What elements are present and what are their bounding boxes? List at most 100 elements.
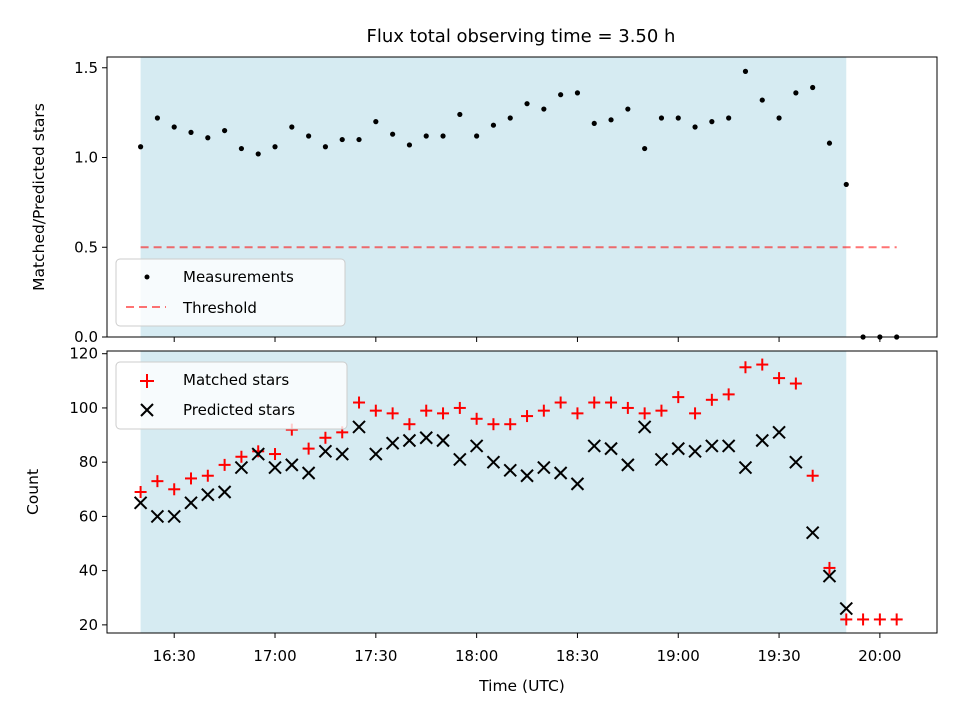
predicted-star-point bbox=[822, 569, 837, 583]
predicted-star-point bbox=[402, 433, 417, 448]
legend-matched-label: Matched stars bbox=[183, 371, 289, 389]
predicted-star-point bbox=[217, 485, 232, 499]
predicted-star-point bbox=[503, 463, 517, 478]
matched-star-point bbox=[890, 613, 903, 626]
matched-star-point bbox=[571, 407, 584, 420]
top-axes-frame bbox=[106, 56, 938, 338]
measurement-point bbox=[289, 124, 295, 130]
predicted-star-point bbox=[637, 420, 652, 434]
predicted-star-point bbox=[301, 466, 316, 480]
matched-star-point bbox=[537, 404, 550, 417]
bottom-y-ticks: 20 40 60 80 100 120 bbox=[69, 345, 107, 634]
matched-star-point bbox=[302, 442, 315, 455]
predicted-star-point bbox=[167, 509, 181, 524]
measurement-point bbox=[776, 115, 782, 121]
matched-star-point bbox=[689, 407, 702, 420]
legend-predicted-marker bbox=[140, 403, 154, 417]
matched-star-point bbox=[134, 486, 147, 498]
matched-star-point bbox=[353, 396, 366, 409]
bottom-y-tick-label: 100 bbox=[69, 399, 98, 417]
predicted-star-point bbox=[705, 439, 719, 453]
measurement-point bbox=[238, 145, 245, 152]
predicted-star-point bbox=[133, 496, 148, 510]
measurement-point bbox=[558, 92, 564, 98]
top-x-ticks bbox=[173, 337, 881, 342]
matched-star-point bbox=[588, 396, 601, 409]
top-legend-box bbox=[115, 258, 346, 327]
predicted-star-point bbox=[772, 425, 786, 440]
measurement-point bbox=[625, 106, 631, 112]
measurement-point bbox=[709, 119, 715, 125]
matched-star-point bbox=[605, 396, 618, 409]
matched-star-point bbox=[789, 377, 802, 390]
predicted-star-point bbox=[318, 444, 333, 459]
predicted-star-point bbox=[453, 452, 467, 467]
measurement-point bbox=[272, 144, 278, 150]
matched-star-point bbox=[638, 407, 651, 420]
matched-star-point bbox=[655, 404, 668, 417]
predicted-star-point bbox=[436, 433, 450, 448]
measurement-point bbox=[171, 124, 177, 130]
top-y-tick-label: 1.0 bbox=[74, 149, 98, 167]
predicted-star-point bbox=[839, 601, 853, 616]
predicted-star-point bbox=[621, 458, 635, 472]
matched-star-point bbox=[386, 407, 399, 420]
matched-star-point bbox=[756, 358, 769, 371]
x-tick-label: 17:30 bbox=[354, 647, 397, 665]
measurement-point bbox=[843, 181, 849, 188]
predicted-star-point bbox=[285, 458, 299, 472]
matched-star-point bbox=[151, 475, 164, 488]
predicted-star-point bbox=[688, 444, 702, 459]
matched-star-point bbox=[369, 404, 382, 417]
measurement-point bbox=[742, 68, 749, 74]
predicted-star-point bbox=[251, 447, 265, 461]
top-panel: 0.0 0.5 1.0 1.5 Matched/Predicted stars Mea… bbox=[30, 56, 938, 346]
legend-threshold-label: Threshold bbox=[182, 299, 257, 317]
predicted-star-point bbox=[604, 441, 618, 456]
bottom-x-ticks: 16:30 17:00 17:30 18:00 18:30 19:00 19:30 20:00 bbox=[153, 633, 901, 665]
measurement-point bbox=[339, 136, 345, 143]
top-y-tick-label: 0.5 bbox=[74, 238, 98, 256]
predicted-star-point bbox=[352, 420, 366, 434]
top-y-axis-label: Matched/Predicted stars bbox=[30, 103, 48, 291]
measurement-point bbox=[373, 119, 379, 125]
bottom-y-axis-label: Count bbox=[24, 469, 42, 515]
x-axis-label: Time (UTC) bbox=[478, 677, 565, 695]
x-tick-label: 18:00 bbox=[455, 647, 498, 665]
measurement-point bbox=[675, 115, 681, 121]
measurement-point bbox=[608, 117, 614, 123]
predicted-star-point bbox=[520, 469, 534, 483]
matched-star-point bbox=[487, 418, 500, 431]
predicted-star-point bbox=[553, 466, 568, 480]
legend-matched-marker bbox=[140, 374, 154, 388]
matched-star-point bbox=[235, 450, 248, 463]
predicted-star-point bbox=[805, 525, 820, 540]
bottom-legend-box bbox=[115, 361, 348, 430]
measurement-point bbox=[658, 115, 665, 121]
matched-star-point bbox=[185, 472, 198, 485]
measurement-point bbox=[793, 90, 799, 96]
matched-star-point bbox=[873, 613, 886, 626]
matched-star-point bbox=[269, 448, 282, 461]
top-y-tick-label: 1.5 bbox=[74, 59, 98, 77]
matched-star-point bbox=[823, 561, 836, 574]
matched-star-point bbox=[705, 393, 718, 406]
legend-predicted-label: Predicted stars bbox=[183, 401, 295, 419]
predicted-star-point bbox=[671, 441, 685, 456]
top-y-ticks: 0.0 0.5 1.0 1.5 bbox=[74, 59, 107, 346]
matched-star-point bbox=[453, 401, 466, 414]
predicted-star-point bbox=[721, 439, 736, 453]
matched-star-point bbox=[806, 469, 819, 482]
predicted-star-point bbox=[201, 488, 215, 502]
x-tick-label: 19:30 bbox=[757, 647, 800, 665]
matched-star-point bbox=[857, 613, 870, 626]
matched-star-point bbox=[773, 372, 786, 385]
predicted-stars-points bbox=[133, 420, 853, 616]
predicted-star-point bbox=[755, 433, 769, 448]
measurement-point bbox=[138, 144, 144, 150]
measurement-point bbox=[490, 122, 497, 128]
predicted-star-point bbox=[184, 496, 198, 510]
bottom-y-tick-label: 20 bbox=[79, 616, 98, 634]
predicted-star-point bbox=[469, 439, 484, 453]
